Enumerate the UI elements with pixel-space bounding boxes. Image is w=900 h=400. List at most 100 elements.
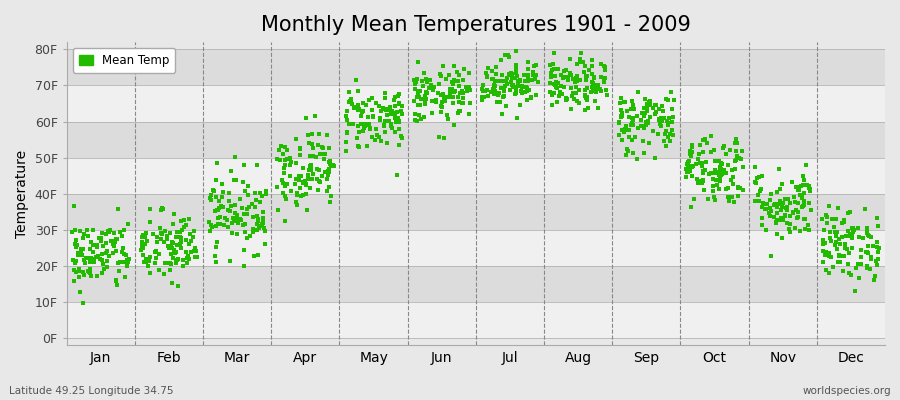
Point — [306, 144, 320, 151]
Point — [305, 170, 320, 177]
Point — [116, 258, 130, 265]
Point — [412, 102, 427, 108]
Point — [107, 230, 122, 236]
Point — [590, 82, 605, 88]
Point — [419, 96, 434, 102]
Point — [110, 282, 124, 288]
Point — [792, 191, 806, 198]
Point — [751, 192, 765, 198]
Point — [789, 184, 804, 190]
Point — [819, 214, 833, 220]
Point — [365, 113, 380, 120]
Point — [83, 259, 97, 266]
Point — [290, 202, 304, 208]
Point — [581, 67, 596, 74]
Point — [121, 259, 135, 265]
Point — [446, 100, 460, 106]
Point — [120, 257, 134, 263]
Point — [734, 185, 748, 191]
Point — [239, 235, 254, 241]
Point — [171, 283, 185, 290]
Point — [237, 247, 251, 253]
Point — [316, 145, 330, 151]
Point — [520, 85, 535, 92]
Point — [870, 244, 885, 250]
Point — [382, 104, 397, 111]
Point — [772, 201, 787, 207]
Point — [854, 247, 868, 253]
Point — [304, 162, 319, 169]
Point — [258, 228, 273, 234]
Point — [410, 76, 425, 82]
Point — [655, 108, 670, 114]
Point — [342, 88, 356, 95]
Point — [351, 106, 365, 113]
Point — [549, 84, 563, 90]
Point — [662, 130, 677, 137]
Point — [209, 177, 223, 184]
Point — [570, 98, 584, 104]
Point — [787, 194, 801, 200]
Point — [816, 241, 831, 247]
Point — [283, 155, 297, 162]
Point — [370, 132, 384, 138]
Point — [778, 195, 792, 202]
Point — [727, 140, 742, 146]
Point — [698, 159, 713, 165]
Point — [634, 123, 649, 130]
Point — [101, 228, 115, 234]
Point — [417, 70, 431, 76]
Point — [785, 178, 799, 185]
Title: Monthly Mean Temperatures 1901 - 2009: Monthly Mean Temperatures 1901 - 2009 — [261, 15, 691, 35]
Point — [442, 94, 456, 100]
Point — [863, 256, 878, 262]
Point — [759, 227, 773, 233]
Point — [379, 107, 393, 113]
Point — [71, 250, 86, 257]
Point — [512, 77, 526, 84]
Point — [383, 107, 398, 113]
Point — [310, 176, 324, 182]
Point — [841, 210, 855, 216]
Point — [121, 262, 135, 269]
Point — [165, 280, 179, 286]
Point — [778, 211, 792, 218]
Point — [547, 66, 562, 73]
Point — [731, 184, 745, 190]
Point — [824, 234, 838, 241]
Point — [222, 190, 237, 196]
Point — [622, 126, 636, 133]
Point — [824, 216, 839, 222]
Point — [572, 56, 587, 63]
Point — [645, 105, 660, 111]
Point — [547, 81, 562, 88]
Point — [136, 245, 150, 251]
Point — [587, 74, 601, 81]
Point — [114, 233, 129, 240]
Point — [839, 232, 853, 239]
Point — [230, 214, 245, 220]
Point — [357, 125, 372, 132]
Point — [783, 229, 797, 236]
Point — [449, 78, 464, 84]
Point — [696, 177, 710, 184]
Point — [590, 84, 604, 91]
Point — [251, 218, 266, 224]
Point — [617, 129, 632, 136]
Point — [484, 68, 499, 74]
Point — [347, 104, 362, 111]
Point — [487, 86, 501, 93]
Point — [68, 227, 83, 234]
Point — [854, 260, 868, 267]
Point — [752, 198, 766, 204]
Point — [797, 190, 812, 196]
Point — [372, 103, 386, 110]
Point — [212, 206, 226, 213]
Point — [598, 66, 613, 73]
Point — [715, 160, 729, 167]
Point — [243, 233, 257, 240]
Point — [158, 260, 173, 266]
Point — [170, 242, 184, 248]
Point — [436, 135, 451, 141]
Point — [70, 252, 85, 258]
